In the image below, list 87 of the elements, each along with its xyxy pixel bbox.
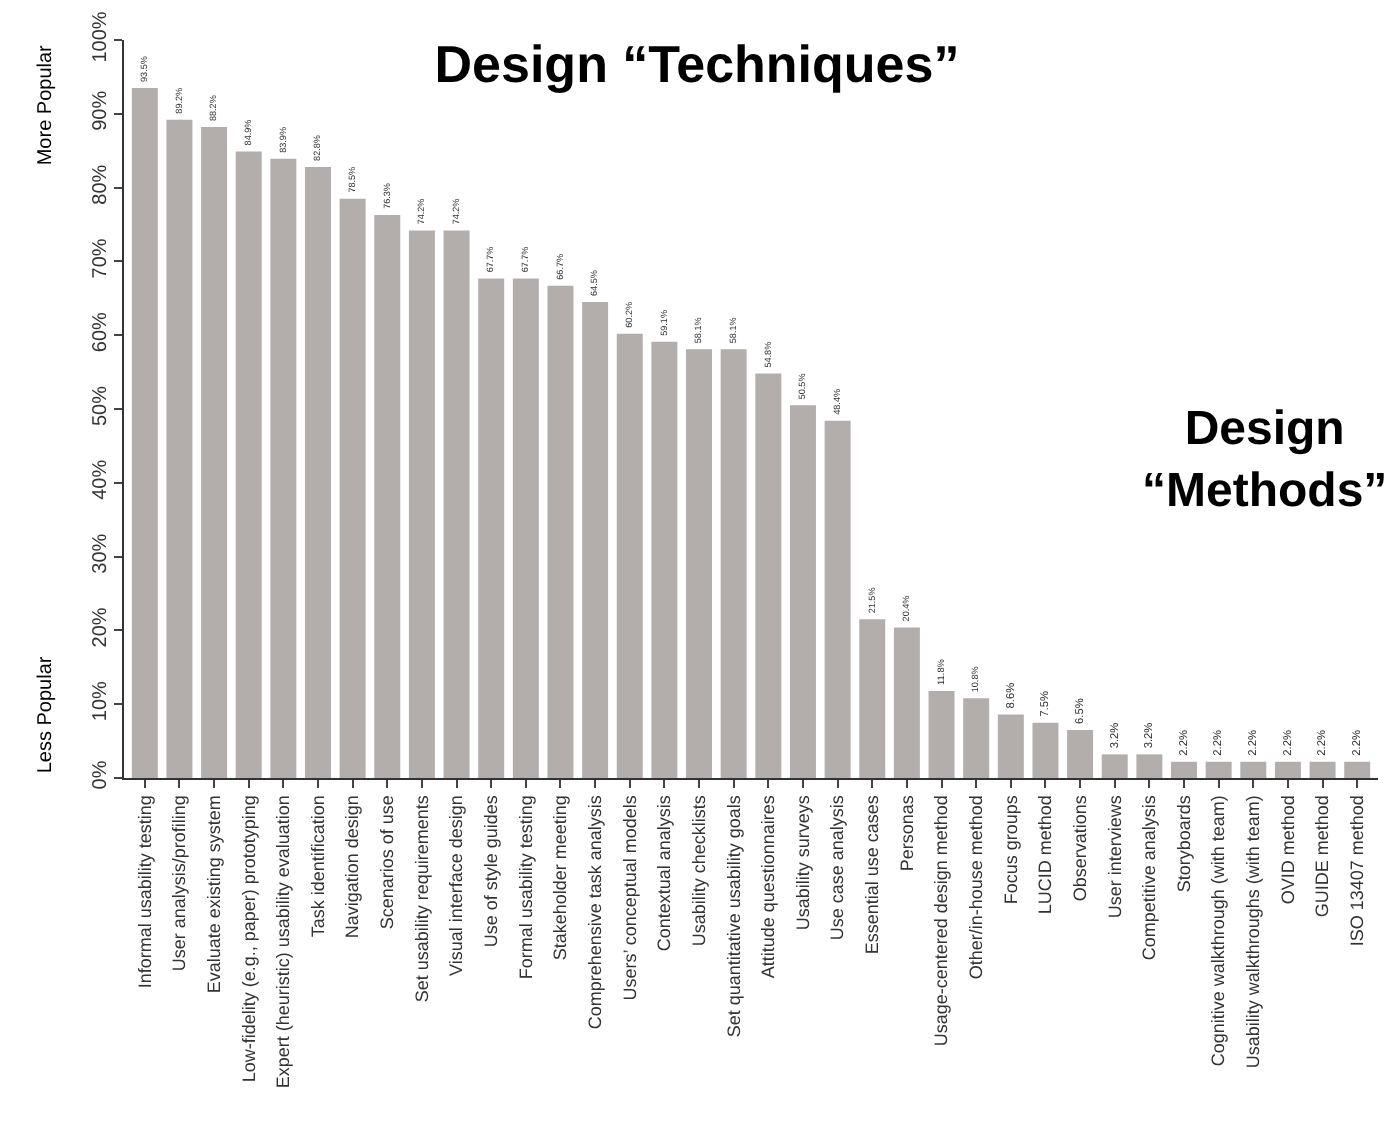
x-tick-label: Stakeholder meeting [550, 795, 571, 961]
bar [755, 373, 782, 778]
bar [1344, 761, 1371, 778]
bar [1136, 754, 1163, 778]
bar [928, 690, 955, 778]
annotation: Design “Methods” [1142, 402, 1388, 519]
x-tick-label: Contextual analysis [654, 794, 675, 952]
x-tick-label: Users’ conceptual models [619, 794, 640, 1001]
bar [1309, 761, 1336, 778]
x-tick-label: Low-fidelity (e.g., paper) prototyping [238, 795, 259, 1083]
bar [789, 405, 816, 778]
y-tick-label: 10% [90, 680, 112, 722]
x-tick-label: LUCID method [1035, 795, 1056, 915]
x-tick-label: Expert (heuristic) usability evaluation [273, 795, 294, 1089]
y-tick-label: 90% [90, 90, 112, 131]
bar [235, 151, 262, 778]
bar [686, 349, 713, 778]
x-tick-label: User analysis/profiling [169, 795, 190, 972]
text: Less Popular [35, 655, 58, 774]
bar [1171, 761, 1197, 778]
chart-title: Design “Techniques” [434, 33, 960, 94]
x-tick-label: ISO 13407 method [1347, 795, 1368, 947]
bar [305, 166, 331, 778]
bar [824, 420, 851, 778]
x-tick-label: Storyboards [1173, 794, 1194, 893]
y-tick-label: 40% [90, 459, 112, 500]
bar [374, 214, 401, 778]
y-tick-label: 0% [90, 760, 112, 790]
bar [1240, 761, 1267, 778]
bar [201, 127, 228, 778]
y-tick-label: 70% [90, 238, 112, 279]
x-tick-label: OVID method [1277, 795, 1298, 905]
bar [512, 278, 539, 778]
bar [547, 285, 574, 778]
bar [893, 627, 920, 778]
bar [859, 619, 886, 778]
y-tick-label: 50% [90, 385, 112, 427]
y-tick-label: 80% [90, 164, 112, 205]
bar [1205, 761, 1232, 778]
y-tick-label: 20% [90, 607, 112, 648]
x-tick-label: Usability checklists [688, 794, 709, 947]
bar [720, 349, 747, 778]
x-tick-label: Essential use cases [862, 794, 883, 955]
bar [651, 341, 678, 778]
bar [166, 119, 193, 778]
x-tick-label: Informal usability testing [134, 795, 155, 989]
x-tick-label: GUIDE method [1312, 795, 1333, 918]
bar [997, 714, 1024, 778]
bar [1274, 761, 1301, 778]
x-tick-label: Attitude questionnaires [758, 794, 779, 979]
x-tick-label: Set quantitative usability goals [723, 794, 744, 1038]
bar [443, 230, 470, 778]
y-tick-label: 30% [90, 533, 112, 574]
x-tick-label: Usability surveys [792, 794, 813, 931]
bar [339, 198, 366, 778]
x-tick-label: Personas [896, 794, 917, 872]
x-tick-label: Focus groups [1000, 794, 1021, 905]
text: More Popular [35, 43, 58, 166]
bar [270, 158, 297, 778]
bar [1067, 730, 1094, 778]
bar [408, 230, 435, 778]
y-tick-label: 100% [90, 11, 112, 63]
x-tick-label: Formal usability testing [515, 795, 536, 980]
x-tick-label: Competitive analysis [1139, 794, 1160, 961]
x-tick-label: Task identification [307, 795, 328, 938]
x-tick-label: Observations [1069, 794, 1090, 902]
bar [131, 87, 158, 778]
x-tick-label: Comprehensive task analysis [584, 794, 605, 1030]
x-tick-label: Cognitive walkthrough (with team) [1208, 795, 1229, 1067]
y-tick-label: 60% [90, 311, 112, 353]
x-tick-label: Other/in-house method [966, 795, 987, 980]
x-tick-label: Evaluate existing system [203, 795, 224, 994]
bar [582, 302, 609, 778]
x-tick-label: Usability walkthroughs (with team) [1243, 795, 1264, 1069]
bar [616, 333, 643, 778]
x-tick-label: Usage-centered design method [931, 795, 952, 1047]
x-tick-label: Navigation design [342, 795, 363, 939]
x-tick-label: User interviews [1104, 794, 1125, 919]
bar [478, 278, 505, 778]
x-tick-label: Use case analysis [827, 794, 848, 941]
bar [1032, 722, 1059, 778]
x-tick-label: Use of style guides [481, 794, 502, 948]
x-tick-label: Set usability requirements [411, 794, 432, 1003]
bar [963, 698, 990, 778]
x-tick-label: Scenarios of use [377, 795, 398, 930]
x-tick-label: Visual interface design [446, 795, 467, 977]
bar [1101, 754, 1128, 778]
